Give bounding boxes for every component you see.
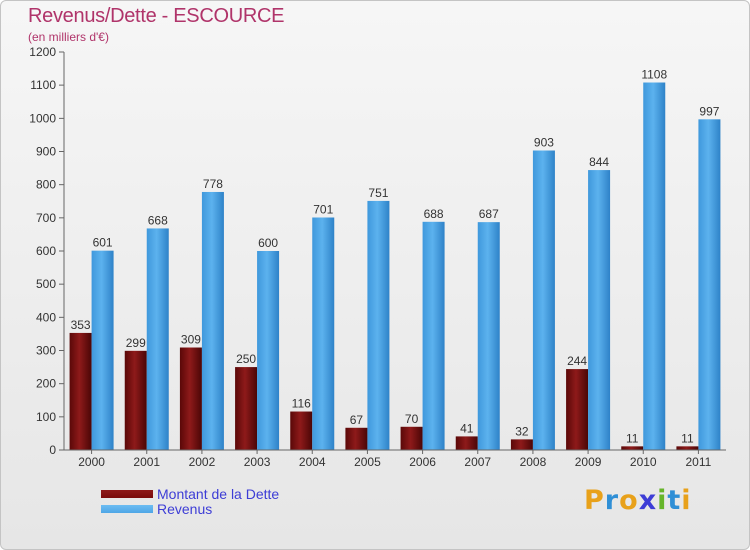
y-tick-label: 200: [36, 377, 56, 391]
bar-dette: [69, 332, 92, 450]
bar-revenus: [91, 250, 114, 450]
data-label-revenus: 778: [203, 177, 223, 191]
x-tick-label: 2004: [299, 455, 326, 469]
bar-dette: [179, 347, 202, 450]
y-tick-label: 100: [36, 410, 56, 424]
bar-revenus: [643, 82, 666, 450]
x-tick-label: 2011: [686, 455, 712, 469]
data-label-revenus: 687: [479, 207, 499, 221]
x-tick-label: 2000: [78, 455, 105, 469]
data-label-dette: 70: [405, 412, 419, 426]
bar-revenus: [422, 221, 445, 450]
bar-dette: [455, 436, 478, 450]
data-label-dette: 116: [292, 397, 311, 411]
bar-revenus: [146, 228, 169, 450]
data-label-dette: 244: [567, 354, 587, 368]
data-label-dette: 11: [626, 431, 639, 445]
data-label-revenus: 751: [368, 186, 388, 200]
y-tick-label: 1000: [29, 111, 56, 125]
logo-letter: r: [604, 485, 620, 516]
x-tick-label: 2001: [133, 455, 160, 469]
y-tick-label: 400: [36, 310, 56, 324]
data-label-dette: 11: [681, 431, 694, 445]
bar-dette: [566, 369, 589, 450]
bar-dette: [621, 446, 644, 450]
data-label-dette: 67: [350, 413, 364, 427]
logo-letter: x: [638, 485, 658, 516]
x-tick-label: 2003: [244, 455, 271, 469]
bar-revenus: [588, 170, 611, 450]
x-tick-label: 2002: [189, 455, 216, 469]
logo-letter: i: [681, 485, 692, 516]
y-tick-label: 800: [36, 178, 56, 192]
logo-letter: i: [657, 485, 668, 516]
data-label-dette: 309: [181, 333, 201, 347]
bar-dette: [400, 426, 423, 450]
data-label-dette: 299: [126, 336, 146, 350]
bar-dette: [124, 350, 147, 450]
bar-dette: [235, 367, 258, 450]
x-tick-label: 2007: [464, 455, 491, 469]
y-tick-label: 500: [36, 277, 56, 291]
data-label-revenus: 701: [313, 203, 333, 217]
x-tick-label: 2006: [409, 455, 436, 469]
bar-dette: [510, 439, 533, 450]
x-tick-label: 2009: [575, 455, 602, 469]
y-tick-label: 600: [36, 244, 56, 258]
data-label-dette: 32: [515, 424, 529, 438]
data-label-revenus: 668: [148, 213, 168, 227]
data-label-revenus: 903: [534, 136, 554, 150]
proxiti-logo: Proxiti: [584, 485, 692, 516]
data-label-revenus: 997: [699, 104, 719, 118]
bars-group: [69, 82, 721, 451]
y-tick-label: 700: [36, 211, 56, 225]
x-tick-label: 2010: [630, 455, 657, 469]
bar-revenus: [312, 217, 335, 450]
x-axis: 2000 2001 2002 2003 2004 2005 2006 2007 2008 2009…: [64, 449, 726, 469]
bar-dette: [290, 411, 313, 450]
data-label-revenus: 600: [258, 236, 278, 250]
legend-label-revenus: Revenus: [157, 501, 213, 517]
data-label-dette: 41: [460, 421, 474, 435]
chart-title: Revenus/Dette - ESCOURCE: [28, 5, 285, 27]
logo-letter: P: [584, 485, 605, 516]
data-label-dette: 353: [71, 318, 91, 332]
data-label-dette: 250: [236, 352, 256, 366]
y-axis: 0 100 200 300 400 500 600 700 800 900 1000 1100 1200: [29, 45, 65, 457]
data-label-revenus: 688: [424, 207, 444, 221]
x-tick-label: 2005: [354, 455, 381, 469]
data-labels-group: 353 299 309 250 116 67 70 41 32 244 11 11 601 668 778 6…: [71, 68, 720, 446]
legend-swatch-dette: [101, 490, 153, 498]
y-tick-label: 1200: [29, 45, 56, 59]
data-label-revenus: 601: [93, 236, 113, 250]
data-label-revenus: 1108: [641, 68, 667, 82]
bar-dette: [345, 427, 368, 450]
logo-letter: t: [667, 485, 682, 516]
bar-revenus: [477, 222, 500, 450]
logo-letter: o: [619, 485, 639, 516]
bar-revenus: [257, 251, 280, 450]
legend-label-dette: Montant de la Dette: [157, 486, 280, 502]
x-tick-label: 2008: [520, 455, 547, 469]
bar-revenus: [367, 200, 390, 450]
y-tick-label: 900: [36, 145, 56, 159]
data-label-revenus: 844: [589, 155, 609, 169]
bar-revenus: [532, 150, 555, 450]
bar-revenus: [698, 119, 721, 450]
y-tick-label: 1100: [30, 78, 56, 92]
y-tick-label: 300: [36, 344, 56, 358]
bar-revenus: [201, 191, 224, 451]
y-tick-label: 0: [49, 443, 56, 457]
bar-dette: [676, 446, 699, 450]
legend-swatch-revenus: [101, 505, 153, 513]
chart-subtitle: (en milliers d'€): [28, 30, 109, 44]
